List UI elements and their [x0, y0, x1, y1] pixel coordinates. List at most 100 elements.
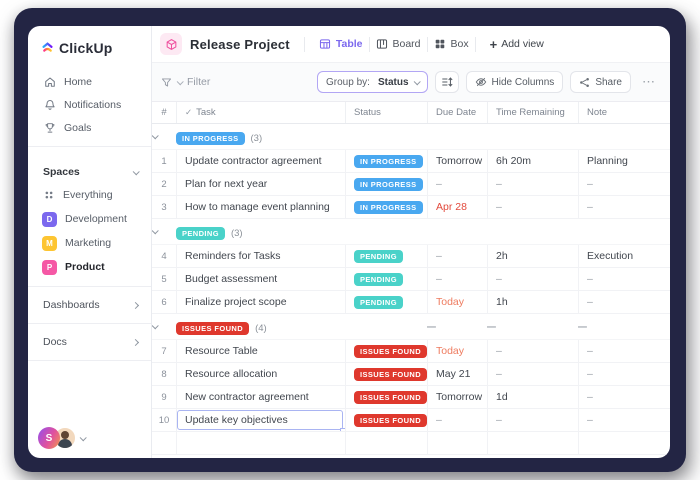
chevron-down-icon	[152, 132, 159, 140]
sort-columns-button[interactable]	[434, 71, 459, 93]
note-cell: –	[578, 291, 670, 313]
table-row: 1 Update contractor agreement IN PROGRESS T…	[152, 150, 670, 173]
status-cell[interactable]: ISSUES FOUND	[345, 409, 427, 431]
group-time-cell: –	[487, 318, 578, 336]
spaces-list: Everything D Development M Marketing P Product	[28, 183, 151, 279]
table-row: 5 Budget assessment PENDING – – –	[152, 268, 670, 291]
user-avatar	[54, 427, 76, 449]
toolbar: Filter Group by: Status	[152, 62, 670, 102]
spaces-header[interactable]: Spaces	[28, 161, 151, 183]
empty-row[interactable]	[152, 432, 670, 455]
status-cell[interactable]: PENDING	[345, 245, 427, 267]
column-header--[interactable]: #	[152, 102, 176, 123]
group-title-cell: PENDING (3)	[176, 223, 345, 241]
chevron-down-icon	[152, 322, 159, 330]
table-row: 4 Reminders for Tasks PENDING – 2h Execution	[152, 245, 670, 268]
sidebar-item-home[interactable]: Home	[28, 70, 151, 93]
sidebar-item-notifications[interactable]: Notifications	[28, 93, 151, 116]
sidebar-item-docs[interactable]: Docs	[28, 331, 151, 353]
status-cell[interactable]: IN PROGRESS	[345, 173, 427, 195]
task-cell[interactable]: New contractor agreement	[176, 386, 345, 408]
cell-selection-handle[interactable]	[340, 428, 345, 431]
group-status-badge[interactable]: ISSUES FOUND	[176, 321, 250, 335]
column-header-label: Note	[587, 107, 608, 118]
status-cell[interactable]: ISSUES FOUND	[345, 340, 427, 362]
time-remaining-cell: –	[487, 340, 578, 362]
note-cell: –	[578, 268, 670, 290]
clickup-logo-text: ClickUp	[59, 39, 113, 56]
status-cell[interactable]: PENDING	[345, 291, 427, 313]
table-header-row: # ✓ Task Status Due Date Time Remaining Note	[152, 102, 670, 124]
status-badge: IN PROGRESS	[354, 177, 423, 191]
clickup-logo[interactable]: ClickUp	[28, 38, 151, 57]
row-number-cell: 6	[161, 296, 167, 308]
task-cell[interactable]: Resource Table	[176, 340, 345, 362]
empty-cell	[345, 432, 427, 454]
task-cell[interactable]: Update contractor agreement	[176, 150, 345, 172]
sidebar: ClickUp Home Notifications Goals Spaces Ev…	[28, 26, 152, 458]
status-cell[interactable]: ISSUES FOUND	[345, 386, 427, 408]
tab-board[interactable]: Board	[376, 38, 421, 50]
table-row: 7 Resource Table ISSUES FOUND Today – –	[152, 340, 670, 363]
task-cell[interactable]: Finalize project scope	[176, 291, 345, 313]
divider	[474, 36, 476, 52]
column-header-label: Time Remaining	[496, 107, 565, 118]
sidebar-item-dashboards[interactable]: Dashboards	[28, 294, 151, 316]
add-view-button[interactable]: + Add view	[490, 37, 544, 52]
group-by-button[interactable]: Group by: Status	[317, 71, 428, 93]
spaces-title: Spaces	[43, 166, 80, 178]
status-cell[interactable]: IN PROGRESS	[345, 150, 427, 172]
sidebar-item-marketing[interactable]: M Marketing	[28, 231, 151, 255]
task-cell[interactable]: Update key objectives	[176, 409, 345, 431]
due-date-cell-value: Tomorrow	[436, 391, 483, 403]
filter-button[interactable]: Filter	[161, 76, 210, 88]
task-cell[interactable]: Budget assessment	[176, 268, 345, 290]
row-number-cell: 3	[161, 201, 167, 213]
group-status-badge[interactable]: PENDING	[176, 226, 225, 240]
task-cell[interactable]: How to manage event planning	[176, 196, 345, 218]
sidebar-nav: Home Notifications Goals	[28, 70, 151, 139]
group-collapse-cell[interactable]	[152, 226, 176, 237]
grid-dots-icon	[42, 189, 55, 201]
sidebar-item-goals[interactable]: Goals	[28, 116, 151, 139]
column-header-status[interactable]: Status	[345, 102, 427, 123]
due-date-cell: Today	[427, 291, 487, 313]
note-cell: –	[578, 173, 670, 195]
column-header-note[interactable]: Note	[578, 102, 670, 123]
status-cell[interactable]: ISSUES FOUND	[345, 363, 427, 385]
status-cell[interactable]: IN PROGRESS	[345, 196, 427, 218]
status-cell[interactable]: PENDING	[345, 268, 427, 290]
hide-columns-button[interactable]: Hide Columns	[465, 71, 564, 93]
sidebar-item-everything[interactable]: Everything	[28, 183, 151, 207]
space-item-label: Development	[65, 213, 127, 225]
table-row: 10 Update key objectives ISSUES FOUND – – –	[152, 409, 670, 432]
app-header: Release Project Table Board Box + Add view	[152, 26, 670, 62]
note-cell-value: –	[587, 201, 593, 213]
column-header-label: Task	[196, 107, 216, 118]
group-status-badge[interactable]: IN PROGRESS	[176, 131, 245, 145]
share-button[interactable]: Share	[570, 71, 631, 93]
sort-icon	[441, 77, 452, 87]
group-collapse-cell[interactable]	[152, 321, 176, 332]
more-options-button[interactable]: ⋯	[642, 74, 657, 89]
task-cell[interactable]: Plan for next year	[176, 173, 345, 195]
sidebar-item-product[interactable]: P Product	[28, 255, 151, 279]
task-cell[interactable]: Resource allocation	[176, 363, 345, 385]
time-remaining-cell: 1h	[487, 291, 578, 313]
divider	[368, 36, 370, 52]
tab-table[interactable]: Table	[319, 38, 363, 50]
column-header-due-date[interactable]: Due Date	[427, 102, 487, 123]
task-cell[interactable]: Reminders for Tasks	[176, 245, 345, 267]
sidebar-item-development[interactable]: D Development	[28, 207, 151, 231]
time-remaining-cell: –	[487, 196, 578, 218]
group-collapse-cell[interactable]	[152, 131, 176, 142]
note-cell-value: Planning	[587, 155, 628, 167]
sidebar-link-label: Dashboards	[43, 299, 100, 311]
column-header-task[interactable]: ✓ Task	[176, 102, 345, 123]
share-icon	[580, 77, 590, 87]
empty-cell	[427, 432, 487, 454]
user-area[interactable]: S	[38, 427, 87, 449]
note-cell: –	[578, 196, 670, 218]
tab-box[interactable]: Box	[434, 38, 469, 50]
column-header-time-remaining[interactable]: Time Remaining	[487, 102, 578, 123]
